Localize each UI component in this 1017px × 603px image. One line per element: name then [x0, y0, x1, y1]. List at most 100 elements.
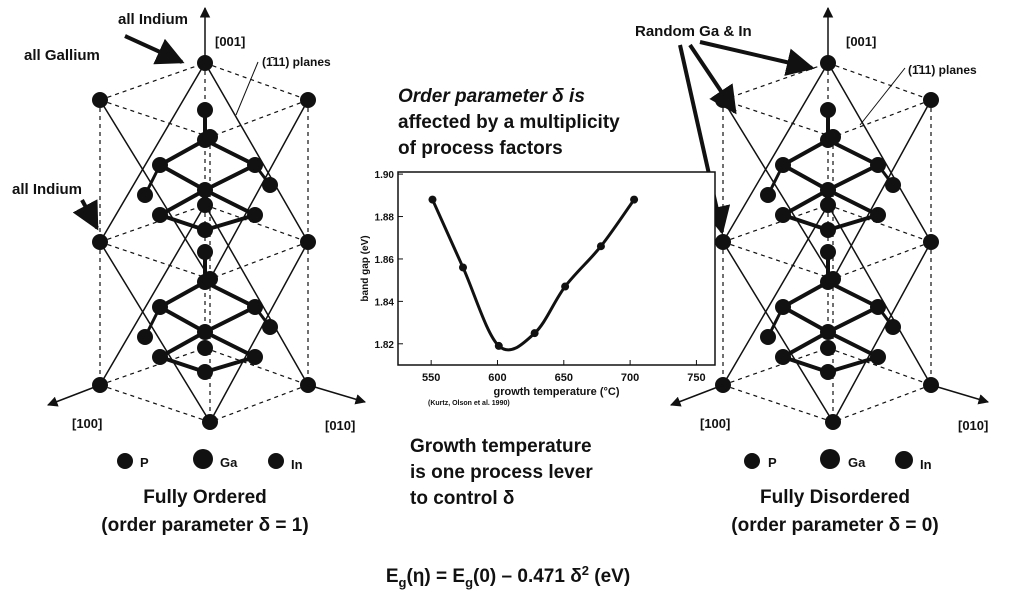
atom: [197, 222, 213, 238]
bond: [204, 355, 256, 374]
eq-sup: 2: [582, 563, 589, 578]
legend-label: In: [920, 457, 932, 472]
axis-arrow: [670, 384, 724, 407]
caption: Fully Ordered: [143, 487, 267, 508]
eq-part: (0) – 0.471 δ: [473, 566, 582, 587]
atom: [152, 349, 168, 365]
atom: [300, 92, 316, 108]
atom: [197, 244, 213, 260]
dashed-edge: [204, 204, 309, 243]
bond: [209, 241, 309, 423]
atom: [197, 102, 213, 118]
axis-arrow: [47, 384, 101, 407]
equation: Eg(η) = Eg(0) – 0.471 δ2 (eV): [386, 563, 630, 590]
arrow: [124, 34, 185, 65]
atom: [775, 299, 791, 315]
bond: [827, 163, 879, 192]
bond: [827, 355, 879, 374]
bond: [204, 62, 309, 243]
lattice-disordered: [670, 6, 990, 430]
caption: (order parameter δ = 0): [731, 515, 938, 536]
label: all Indium: [118, 11, 188, 28]
y-tick-label: 1.82: [375, 340, 395, 351]
atom: [92, 234, 108, 250]
dashed-edge: [99, 384, 211, 423]
bond: [827, 188, 879, 217]
atom: [247, 207, 263, 223]
data-point: [596, 242, 605, 251]
eq-part: (η) = E: [406, 566, 465, 587]
atom: [137, 329, 153, 345]
arrow: [688, 43, 737, 115]
atom: [885, 319, 901, 335]
arrow: [72, 199, 99, 231]
label: (1̄11) planes: [908, 63, 977, 77]
bond: [159, 188, 206, 217]
atom: [262, 177, 278, 193]
atom: [870, 299, 886, 315]
caption: (order parameter δ = 1): [101, 515, 308, 536]
legend-label: In: [291, 457, 303, 472]
axis-arrow: [930, 384, 990, 405]
axis-label: [001]: [215, 34, 245, 49]
atom: [820, 55, 836, 71]
atom: [262, 319, 278, 335]
atom: [775, 207, 791, 223]
atom: [197, 197, 213, 213]
y-tick-label: 1.88: [375, 213, 395, 224]
label: Random Ga & In: [635, 23, 752, 40]
atom: [870, 207, 886, 223]
x-tick-label: 650: [555, 372, 573, 384]
atom: [202, 271, 218, 287]
bond: [99, 99, 211, 280]
bond: [99, 204, 206, 386]
dashed-edge: [722, 347, 829, 386]
legend-dot: [744, 453, 760, 469]
atom: [197, 364, 213, 380]
bond: [832, 241, 932, 423]
atom: [820, 324, 836, 340]
label: all Gallium: [24, 47, 100, 64]
atom: [775, 157, 791, 173]
axis-arrow: [307, 384, 367, 405]
axis-label: [100]: [72, 416, 102, 431]
legend-dot: [193, 449, 213, 469]
atom: [247, 157, 263, 173]
eq-part: E: [386, 566, 399, 587]
atom: [870, 349, 886, 365]
bond: [99, 241, 211, 423]
atom: [870, 157, 886, 173]
bond: [159, 280, 206, 309]
atom: [820, 222, 836, 238]
note: is one process lever: [410, 462, 593, 483]
y-axis-label: band gap (eV): [360, 235, 371, 301]
x-tick-label: 550: [422, 372, 440, 384]
dashed-edge: [99, 241, 211, 280]
data-point: [458, 263, 467, 272]
atom: [820, 182, 836, 198]
bond: [159, 163, 206, 192]
atom: [152, 207, 168, 223]
dashed-edge: [827, 62, 932, 101]
atom: [197, 182, 213, 198]
atom: [715, 234, 731, 250]
data-point: [630, 195, 639, 204]
bond: [204, 305, 256, 334]
note: to control δ: [410, 488, 514, 509]
axis-label: [010]: [958, 418, 988, 433]
atom: [885, 177, 901, 193]
heading: affected by a multiplicity: [398, 112, 620, 133]
lattice-ordered: [47, 6, 367, 430]
atom: [760, 329, 776, 345]
legend-label: P: [768, 455, 777, 470]
atom: [820, 364, 836, 380]
y-tick-label: 1.90: [375, 170, 395, 181]
legend-label: Ga: [848, 455, 866, 470]
atom: [923, 234, 939, 250]
dashed-edge: [99, 99, 211, 138]
bond: [159, 330, 206, 359]
atom: [247, 299, 263, 315]
bond: [204, 188, 256, 217]
label: all Indium: [12, 181, 82, 198]
